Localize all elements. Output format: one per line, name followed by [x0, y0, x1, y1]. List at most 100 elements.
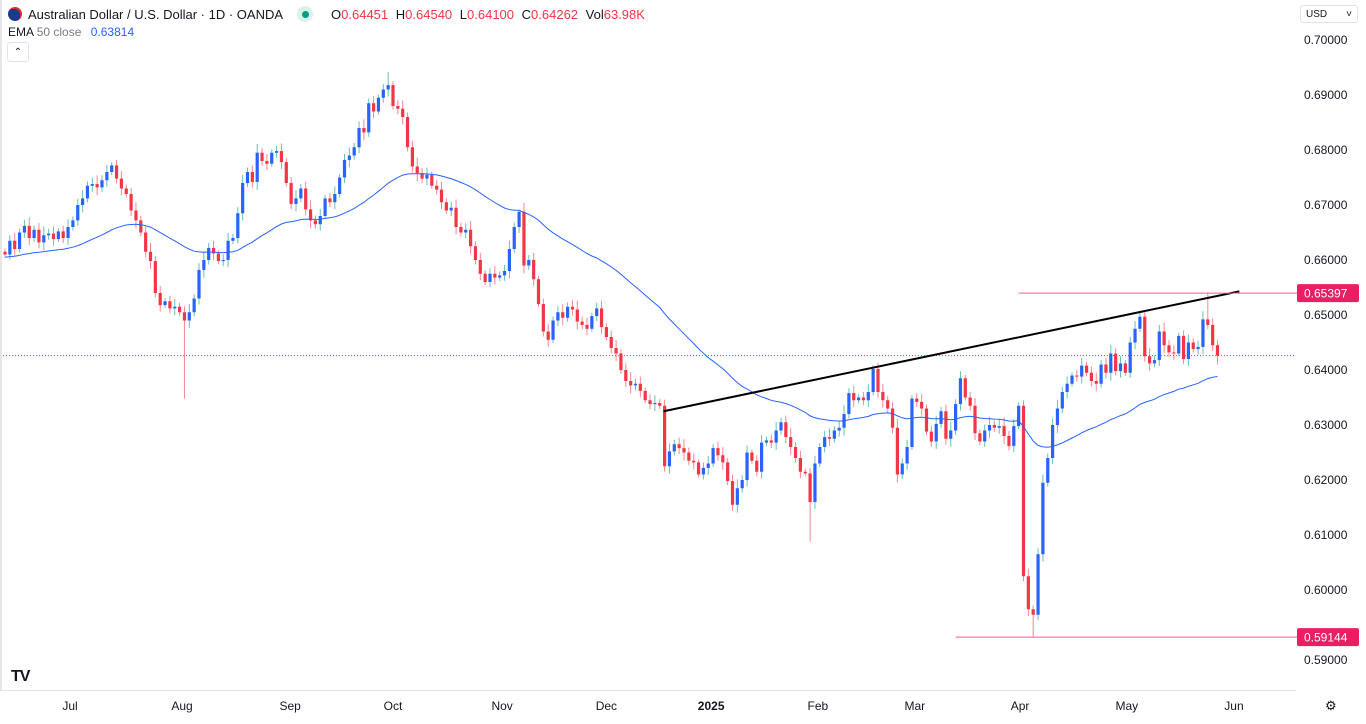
candle-body — [798, 458, 802, 472]
candle-body — [987, 425, 992, 431]
close-label: C — [521, 6, 532, 22]
ema-50-line — [4, 173, 1218, 448]
currency-select[interactable]: USD ˅ — [1300, 5, 1358, 23]
candle-body — [241, 183, 245, 214]
candle-body — [735, 488, 739, 505]
candle-body — [561, 312, 565, 318]
candle-body — [1084, 365, 1089, 373]
rising-trendline[interactable] — [663, 290, 1240, 413]
candle-body — [153, 261, 157, 293]
candle-body — [808, 473, 812, 502]
price-axis — [1296, 0, 1366, 724]
candle-body — [221, 260, 225, 262]
candle-body — [658, 403, 662, 406]
candle-body — [512, 227, 516, 249]
candle-body — [619, 353, 623, 370]
time-tick-label: May — [1115, 699, 1138, 713]
candle-body — [890, 408, 895, 428]
tradingview-logo[interactable]: TV — [11, 668, 30, 685]
candle-body — [250, 172, 254, 182]
candle-body — [163, 301, 167, 306]
time-tick-label: Nov — [491, 699, 512, 713]
candle-body — [789, 437, 793, 447]
candle-body — [1075, 375, 1079, 377]
candle-body — [110, 165, 114, 172]
candle-body — [245, 172, 250, 183]
candle-body — [231, 238, 235, 241]
settings-icon[interactable]: ⚙ — [1325, 698, 1337, 713]
candle-body — [764, 440, 769, 443]
candle-body — [1152, 360, 1157, 364]
candle-body — [663, 405, 667, 467]
collapse-legend-button[interactable]: ⌃ — [7, 42, 29, 62]
high-value: 0.64540 — [405, 6, 453, 22]
candle-body — [910, 398, 914, 447]
candle-body — [270, 152, 274, 164]
volume-label: Vol — [585, 6, 604, 22]
candle-body — [1026, 576, 1030, 610]
candle-body — [614, 348, 618, 354]
candle-body — [187, 312, 191, 321]
candle-body — [313, 220, 317, 225]
candle-body — [338, 177, 342, 194]
candle-body — [197, 269, 201, 299]
candle-body — [323, 198, 327, 216]
candle-body — [1143, 316, 1147, 357]
candle-body — [391, 85, 395, 106]
candle-body — [226, 240, 230, 260]
candle-body — [105, 172, 109, 181]
candle-body — [90, 184, 94, 186]
price-tick-label: 0.61000 — [1304, 528, 1348, 542]
candle-body — [81, 198, 85, 205]
candle-body — [1201, 319, 1205, 347]
candle-body — [793, 447, 798, 458]
candle-body — [1118, 363, 1123, 372]
candle-body — [580, 321, 584, 325]
candle-body — [973, 405, 977, 434]
symbol-title[interactable]: Australian Dollar / U.S. Dollar · 1D · O… — [28, 6, 284, 22]
candle-body — [1080, 365, 1084, 377]
candle-body — [1162, 331, 1166, 346]
candle-body — [944, 411, 948, 439]
candle-body — [745, 452, 749, 480]
candle-body — [551, 320, 555, 340]
candle-body — [1148, 356, 1152, 364]
candle-body — [900, 463, 904, 475]
low-value: 0.64100 — [467, 6, 515, 22]
candle-body — [696, 462, 701, 475]
candle-body — [182, 312, 187, 321]
candle-body — [750, 452, 754, 461]
candle-body — [56, 231, 60, 240]
ema-value: 0.63814 — [90, 25, 135, 39]
candle-body — [114, 165, 119, 179]
open-value: 0.64451 — [341, 6, 389, 22]
candle-body — [367, 103, 371, 133]
candle-body — [1065, 383, 1069, 392]
candle-body — [929, 431, 933, 442]
candle-body — [837, 427, 841, 431]
candle-body — [1215, 345, 1220, 356]
candle-body — [202, 260, 206, 270]
level-price-label: 0.59144 — [1304, 631, 1348, 645]
candle-body — [236, 213, 240, 238]
candle-body — [760, 442, 764, 472]
candle-body — [95, 184, 99, 188]
candle-body — [1177, 335, 1181, 354]
price-tick-label: 0.64000 — [1304, 363, 1348, 377]
candle-body — [832, 430, 836, 439]
candle-body — [905, 447, 909, 464]
candle-body — [178, 306, 182, 313]
price-tick-label: 0.69000 — [1304, 88, 1348, 102]
candle-body — [333, 194, 337, 203]
candle-body — [1021, 405, 1026, 577]
time-tick-label: Jul — [62, 699, 77, 713]
ema-indicator-legend[interactable]: EMA 50 close 0.63814 — [8, 25, 134, 39]
candle-body — [328, 198, 332, 203]
candle-body — [1186, 342, 1190, 359]
candle-body — [483, 273, 487, 282]
candle-body — [357, 128, 361, 148]
open-label: O — [331, 6, 342, 22]
candle-body — [439, 189, 444, 203]
candle-body — [144, 232, 148, 252]
